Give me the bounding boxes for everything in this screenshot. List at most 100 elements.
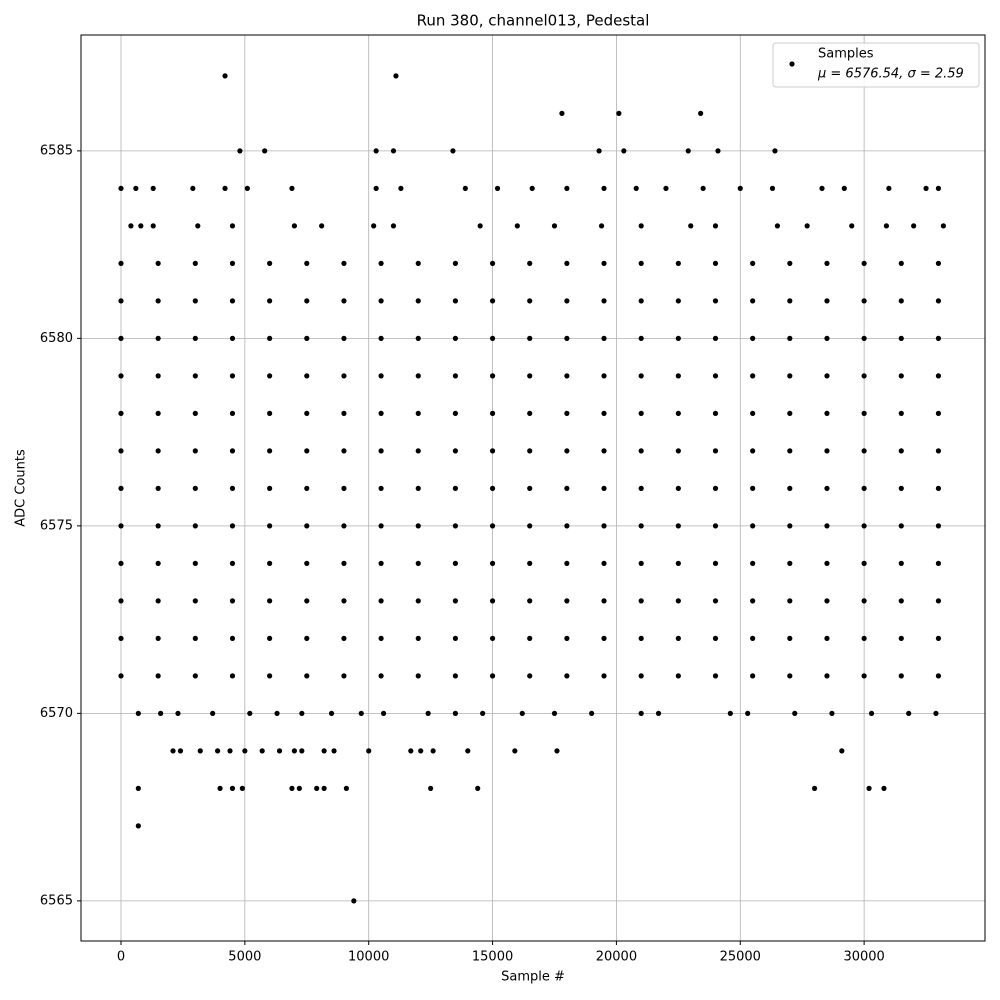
point (675, 410, 681, 416)
point (638, 298, 644, 304)
point (371, 223, 377, 229)
point (452, 260, 459, 266)
point (267, 635, 273, 641)
point (319, 223, 325, 229)
point (267, 260, 273, 266)
point (712, 260, 719, 266)
point (155, 523, 161, 529)
point (304, 410, 310, 416)
point (804, 223, 810, 229)
point (527, 448, 533, 454)
point (428, 785, 434, 791)
point (638, 598, 644, 604)
point (192, 373, 198, 379)
point (118, 335, 124, 341)
point (155, 635, 161, 641)
point (564, 560, 570, 566)
point (489, 335, 496, 341)
point (750, 373, 756, 379)
point (489, 673, 496, 679)
point (529, 185, 535, 191)
point (229, 335, 236, 341)
point (341, 448, 347, 454)
point (378, 410, 384, 416)
point (861, 373, 867, 379)
y-tick-label: 6565 (40, 893, 73, 908)
point (321, 785, 327, 791)
point (633, 185, 639, 191)
point (229, 560, 236, 566)
point (452, 410, 459, 416)
point (465, 748, 471, 754)
point (415, 260, 421, 266)
point (935, 560, 942, 566)
point (133, 185, 139, 191)
y-tick-label: 6575 (40, 518, 73, 533)
legend: Samples μ = 6576.54, σ = 2.59 (772, 42, 980, 88)
point (128, 223, 134, 229)
point (824, 635, 830, 641)
point (700, 185, 706, 191)
point (712, 523, 719, 529)
point (475, 785, 481, 791)
plot-frame (80, 34, 986, 942)
point (861, 298, 867, 304)
point (452, 673, 459, 679)
chart-title: Run 380, channel013, Pedestal (417, 12, 650, 30)
point (564, 410, 570, 416)
point (527, 298, 533, 304)
point (242, 748, 248, 754)
point (150, 223, 156, 229)
point (598, 223, 605, 229)
point (415, 635, 421, 641)
point (750, 673, 756, 679)
point (638, 710, 644, 716)
point (267, 560, 273, 566)
y-tick-label: 6585 (40, 143, 73, 158)
point (192, 598, 198, 604)
point (415, 448, 421, 454)
point (239, 785, 245, 791)
y-tick-label: 6580 (40, 331, 73, 346)
point (135, 710, 141, 716)
point (378, 523, 384, 529)
point (489, 523, 496, 529)
point (787, 635, 793, 641)
point (390, 148, 397, 154)
point (304, 598, 310, 604)
point (898, 410, 904, 416)
point (378, 335, 384, 341)
point (527, 410, 533, 416)
point (906, 710, 912, 716)
point (229, 373, 236, 379)
point (430, 748, 436, 754)
point (601, 523, 607, 529)
point (304, 635, 310, 641)
point (192, 260, 198, 266)
point (601, 373, 607, 379)
point (425, 710, 431, 716)
x-tick-label: 0 (117, 950, 125, 965)
point (390, 223, 397, 229)
point (638, 335, 644, 341)
point (849, 223, 855, 229)
point (935, 485, 942, 491)
point (787, 410, 793, 416)
y-axis-label: ADC Counts (14, 449, 29, 527)
point (589, 710, 595, 716)
point (118, 410, 124, 416)
point (787, 485, 793, 491)
point (158, 710, 164, 716)
legend-marker (789, 61, 795, 67)
point (462, 185, 468, 191)
point (328, 710, 335, 716)
point (192, 335, 198, 341)
point (898, 298, 904, 304)
point (898, 448, 904, 454)
point (192, 485, 198, 491)
point (898, 598, 904, 604)
point (222, 73, 228, 79)
point (638, 260, 644, 266)
point (267, 485, 273, 491)
point (861, 560, 867, 566)
